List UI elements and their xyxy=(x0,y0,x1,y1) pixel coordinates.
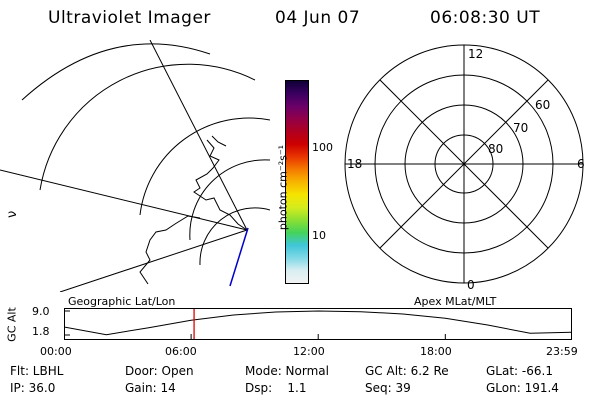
time-tick-2: 12:00 xyxy=(293,345,325,358)
polar-map-label: Apex MLat/MLT xyxy=(414,295,497,308)
glon-info: GLon: 191.4 xyxy=(486,381,559,395)
instrument-title: Ultraviolet Imager xyxy=(48,8,211,28)
mlt-label-6: 6 xyxy=(577,157,585,171)
spacecraft-ground-track xyxy=(229,227,249,287)
gain-info: Gain: 14 xyxy=(125,381,176,395)
latitude-arc-1 xyxy=(39,63,256,191)
mlt-label-0: 0 xyxy=(467,278,475,292)
mlt-label-18: 18 xyxy=(347,157,362,171)
coastline-north xyxy=(211,135,227,147)
colorbar xyxy=(285,80,309,284)
altitude-axis-label: GC Alt xyxy=(5,307,19,342)
gc-alt-info: GC Alt: 6.2 Re xyxy=(365,364,449,378)
mlt-label-12: 12 xyxy=(468,47,483,61)
glat-info: GLat: -66.1 xyxy=(486,364,553,378)
lat-label-70: 70 xyxy=(513,121,528,135)
meridian-line-1 xyxy=(0,169,248,231)
polar-mlt-map: 12 18 6 0 60 70 80 xyxy=(344,44,585,292)
colorbar-tick-100: 100 xyxy=(312,141,333,154)
latitude-arc-3 xyxy=(189,159,270,241)
diagonal-2 xyxy=(379,79,549,249)
altitude-plot xyxy=(64,308,572,340)
altitude-series-line xyxy=(64,310,572,336)
door-info: Door: Open xyxy=(125,364,194,378)
lat-label-80: 80 xyxy=(488,142,503,156)
geographic-map: ν xyxy=(0,40,270,292)
ip-info: IP: 36.0 xyxy=(10,381,56,395)
colorbar-unit-label: photon cm⁻²s⁻¹ xyxy=(276,144,290,231)
dsp-info: Dsp: 1.1 xyxy=(245,381,307,395)
date-label: 04 Jun 07 xyxy=(275,8,361,28)
colorbar-gradient xyxy=(286,81,308,283)
coastline-east xyxy=(193,139,248,231)
time-tick-4: 23:59 xyxy=(546,345,578,358)
mode-info: Mode: Normal xyxy=(245,364,329,378)
latitude-arc-4 xyxy=(199,207,270,266)
time-tick-0: 00:00 xyxy=(40,345,72,358)
seq-info: Seq: 39 xyxy=(365,381,411,395)
coastline-south xyxy=(139,215,201,285)
meridian-line-3 xyxy=(149,40,248,231)
lat-label-60: 60 xyxy=(535,98,550,112)
time-tick-3: 18:00 xyxy=(420,345,452,358)
geographic-map-label: Geographic Lat/Lon xyxy=(68,295,176,308)
altitude-y-max: 9.0 xyxy=(32,305,50,318)
time-tick-1: 06:00 xyxy=(165,345,197,358)
altitude-y-min: 1.8 xyxy=(32,325,50,338)
side-glyph: ν xyxy=(5,211,20,218)
meridian-line-2 xyxy=(59,229,248,292)
colorbar-tick-10: 10 xyxy=(312,229,326,242)
latitude-arc-2 xyxy=(139,117,270,216)
altitude-plot-frame xyxy=(64,308,572,340)
outer-latitude-arc xyxy=(21,43,211,101)
time-label: 06:08:30 UT xyxy=(430,8,541,28)
filter-info: Flt: LBHL xyxy=(10,364,64,378)
